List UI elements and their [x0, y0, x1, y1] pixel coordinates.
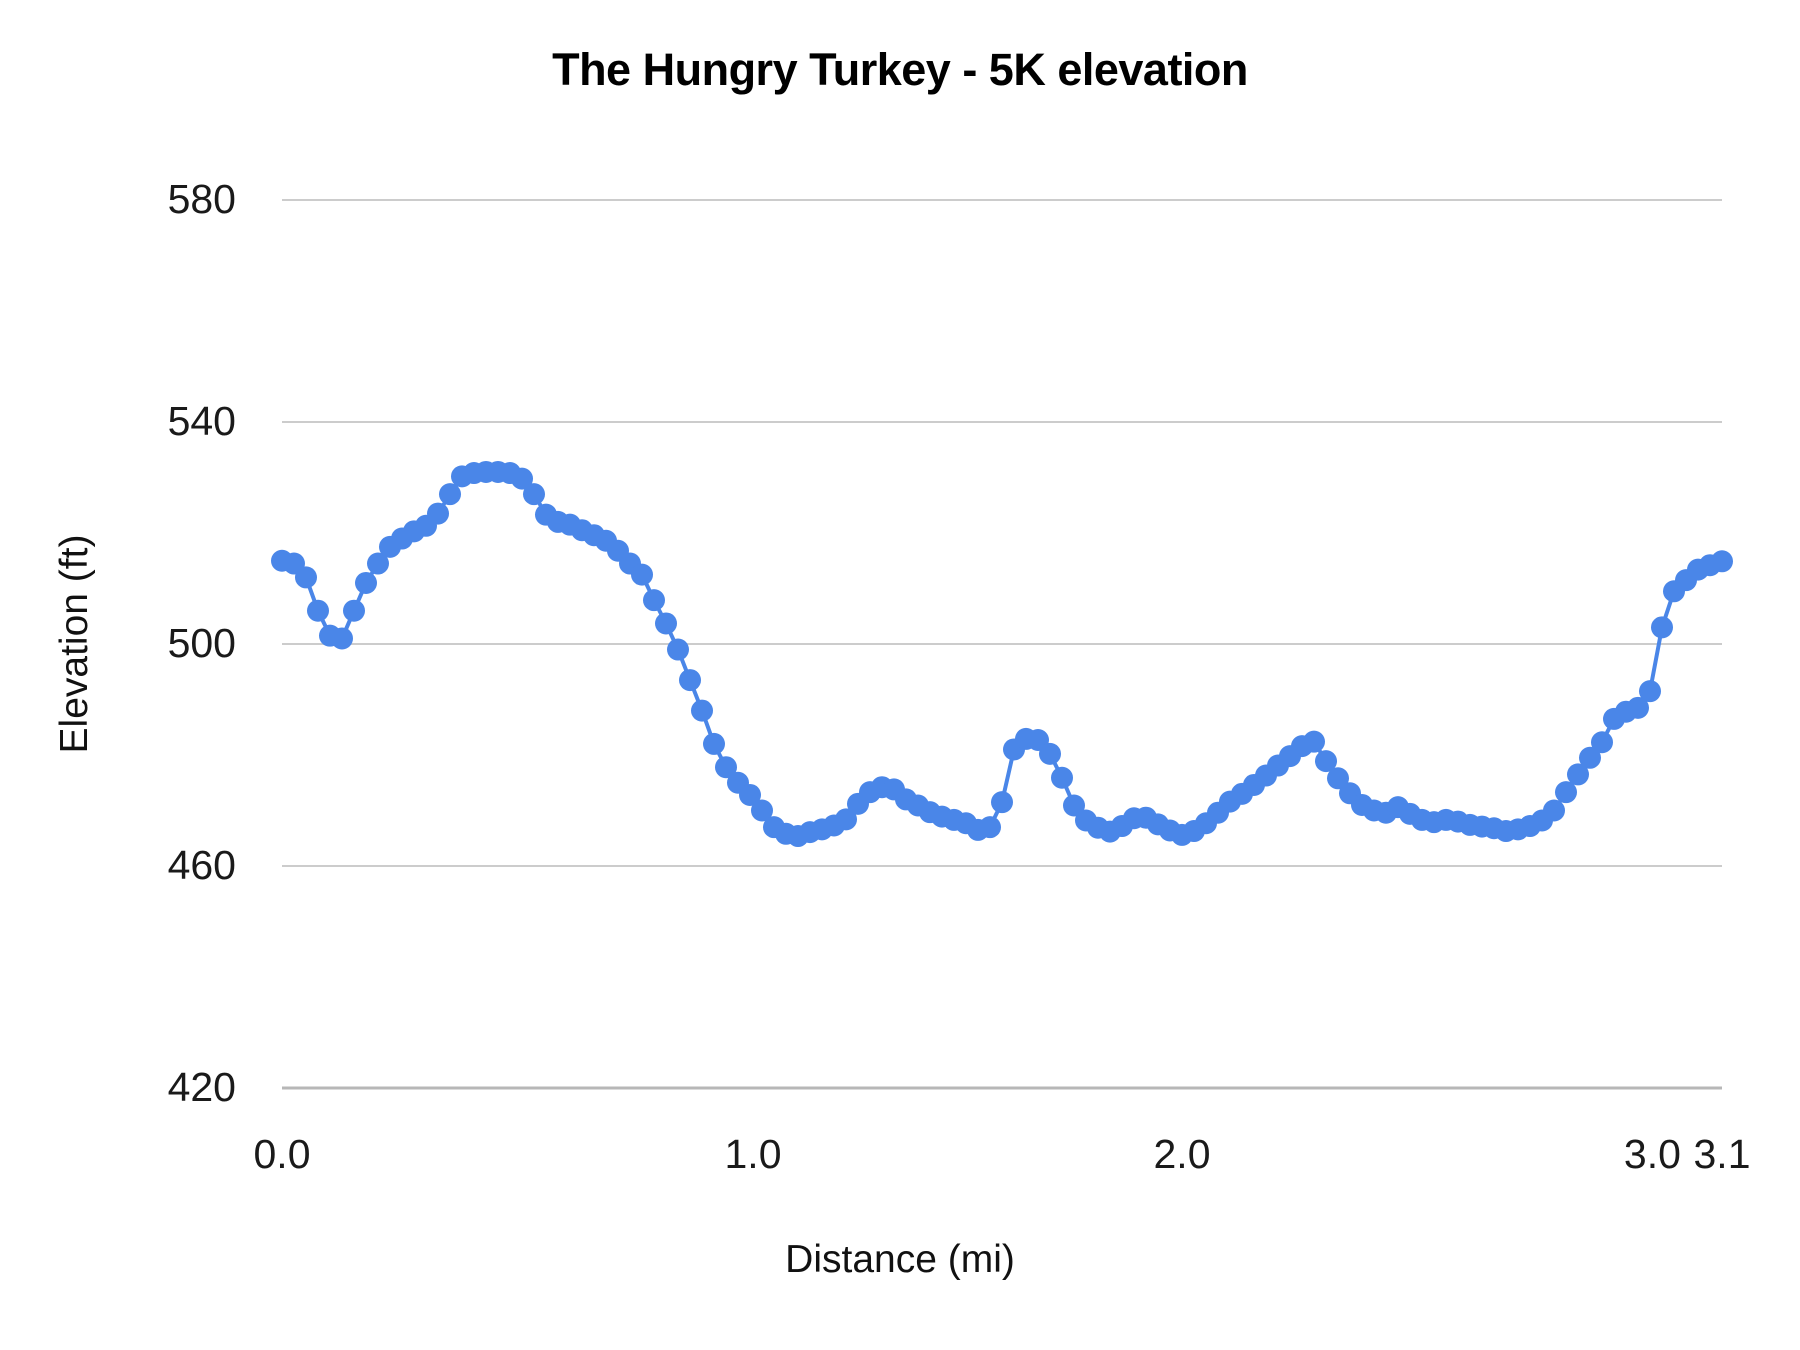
- y-axis-title: Elevation (ft): [53, 534, 96, 754]
- elevation-point: [523, 483, 545, 506]
- elevation-point: [1591, 731, 1613, 754]
- elevation-point: [331, 627, 353, 650]
- elevation-point: [355, 571, 377, 594]
- elevation-point: [643, 589, 665, 612]
- elevation-point: [739, 783, 761, 806]
- elevation-point: [439, 483, 461, 506]
- elevation-point: [751, 799, 773, 822]
- elevation-point: [1315, 750, 1337, 773]
- elevation-point: [1327, 767, 1349, 790]
- elevation-point: [691, 699, 713, 722]
- x-tick-label: 3.1: [1693, 1131, 1751, 1177]
- elevation-point: [1555, 781, 1577, 804]
- elevation-point: [295, 566, 317, 589]
- y-tick-label: 420: [167, 1064, 236, 1110]
- elevation-point: [1639, 680, 1661, 703]
- y-tick-label: 460: [167, 842, 236, 888]
- elevation-point: [715, 756, 737, 779]
- elevation-point: [679, 669, 701, 692]
- y-tick-label: 580: [167, 176, 236, 222]
- elevation-point: [655, 612, 677, 635]
- y-tick-label: 540: [167, 398, 236, 444]
- elevation-point: [1711, 550, 1733, 573]
- elevation-line: [281, 469, 1723, 839]
- elevation-point: [1579, 746, 1601, 769]
- elevation-point: [835, 808, 857, 831]
- elevation-point: [1303, 730, 1325, 753]
- elevation-point: [991, 791, 1013, 814]
- elevation-point: [1039, 742, 1061, 765]
- elevation-point: [1051, 766, 1073, 789]
- elevation-point: [979, 816, 1001, 839]
- y-tick-label: 500: [167, 620, 236, 666]
- chart-title: The Hungry Turkey - 5K elevation: [552, 44, 1248, 95]
- x-tick-label: 1.0: [724, 1131, 782, 1177]
- elevation-point: [1627, 696, 1649, 719]
- x-tick-label: 0.0: [253, 1131, 311, 1177]
- elevation-point: [1567, 763, 1589, 786]
- x-tick-label: 3.0: [1623, 1131, 1681, 1177]
- x-tick-label: 2.0: [1153, 1131, 1211, 1177]
- elevation-point: [307, 599, 329, 622]
- elevation-point: [427, 502, 449, 525]
- elevation-point: [631, 563, 653, 586]
- elevation-point: [343, 599, 365, 622]
- elevation-point: [511, 467, 533, 490]
- elevation-point: [1063, 794, 1085, 817]
- elevation-point: [667, 638, 689, 661]
- elevation-point: [1543, 799, 1565, 822]
- elevation-point: [1651, 616, 1673, 639]
- elevation-point: [367, 552, 389, 575]
- x-axis-title: Distance (mi): [785, 1238, 1015, 1281]
- elevation-point: [703, 732, 725, 755]
